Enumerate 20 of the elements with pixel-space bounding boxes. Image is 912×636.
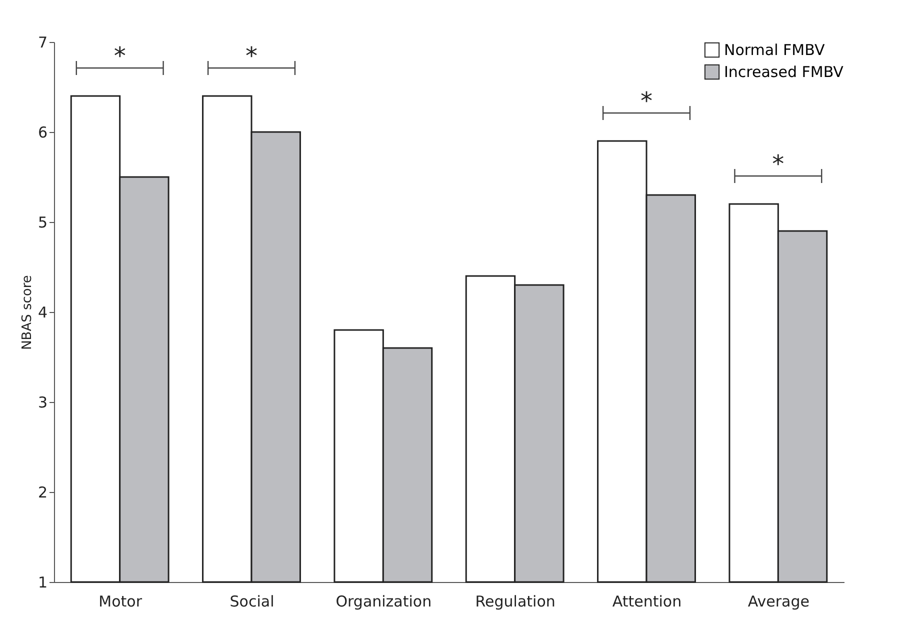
- y-tick-label: 6: [38, 124, 48, 142]
- x-tick-label: Organization: [336, 592, 432, 610]
- y-tick-label: 2: [38, 484, 48, 502]
- legend-label: Normal FMBV: [724, 41, 826, 59]
- annotation: *: [114, 42, 126, 70]
- y-tick-label: 4: [38, 304, 48, 322]
- x-tick-label: Social: [230, 592, 274, 610]
- x-tick-label: Average: [748, 592, 810, 610]
- annotation: *: [772, 150, 784, 178]
- x-tick-label: Attention: [612, 592, 682, 610]
- y-tick-label: 5: [38, 214, 48, 232]
- legend-label: Increased FMBV: [724, 63, 844, 81]
- annotation: *: [246, 42, 258, 70]
- y-axis-title: NBAS score: [20, 275, 35, 350]
- annotation: *: [640, 87, 652, 115]
- y-tick-label: 3: [38, 394, 48, 412]
- x-tick-label: Regulation: [475, 592, 556, 610]
- y-tick-label: 1: [38, 574, 48, 592]
- y-tick-label: 7: [38, 34, 48, 52]
- x-tick-label: Motor: [98, 592, 143, 610]
